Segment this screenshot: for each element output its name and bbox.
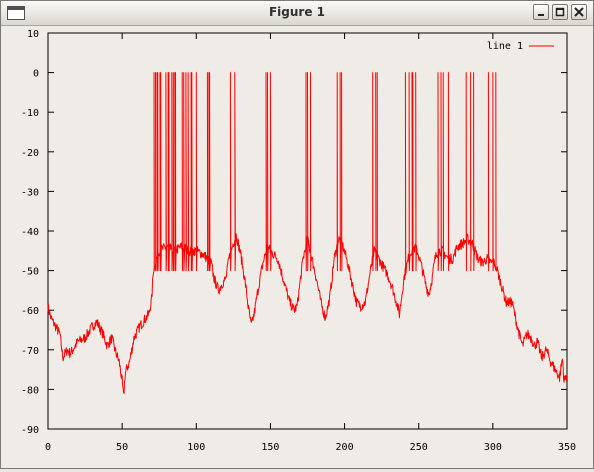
legend-label: line 1 — [487, 41, 523, 52]
y-tick-label: -20 — [21, 148, 39, 159]
x-tick-label: 300 — [484, 442, 502, 453]
close-icon — [574, 7, 584, 17]
x-tick-label: 50 — [116, 442, 128, 453]
x-tick-label: 100 — [187, 442, 205, 453]
y-tick-label: -40 — [21, 227, 39, 238]
plot-area: 10 0 -10 -20 -30 -40 -50 -60 -70 -80 -90 0 50 100 150… — [1, 26, 593, 472]
x-tick-label: 0 — [45, 442, 51, 453]
y-tick-label: -60 — [21, 306, 39, 317]
x-axis: 0 50 100 150 200 250 300 350 — [45, 33, 576, 453]
window-app-icon[interactable] — [7, 6, 25, 20]
y-tick-label: -90 — [21, 425, 39, 436]
window-title: Figure 1 — [268, 5, 326, 19]
y-tick-label: -50 — [21, 267, 39, 278]
maximize-button[interactable] — [552, 4, 568, 20]
close-button[interactable] — [571, 4, 587, 20]
minimize-icon — [538, 14, 544, 16]
x-tick-label: 350 — [558, 442, 576, 453]
y-tick-label: -30 — [21, 187, 39, 198]
x-tick-label: 150 — [261, 442, 279, 453]
y-tick-label: 0 — [33, 69, 39, 80]
title-bar[interactable]: Figure 1 — [1, 1, 593, 26]
series-line — [47, 72, 568, 394]
maximize-icon — [555, 7, 565, 17]
data-layer — [47, 72, 568, 394]
line-chart: 100-10-20-30-40-50-60-70-80-90 0 50 100 150… — [21, 29, 576, 453]
x-tick-label: 200 — [336, 442, 354, 453]
x-tick-label: 250 — [410, 442, 428, 453]
y-tick-label: -80 — [21, 385, 39, 396]
legend: line 1 — [487, 41, 554, 52]
y-tick-label: 10 — [27, 29, 39, 40]
minimize-button[interactable] — [533, 4, 549, 20]
y-tick-label: -10 — [21, 108, 39, 119]
y-tick-label: -70 — [21, 346, 39, 357]
y-axis: 10 0 -10 -20 -30 -40 -50 -60 -70 -80 -90 — [21, 29, 567, 436]
